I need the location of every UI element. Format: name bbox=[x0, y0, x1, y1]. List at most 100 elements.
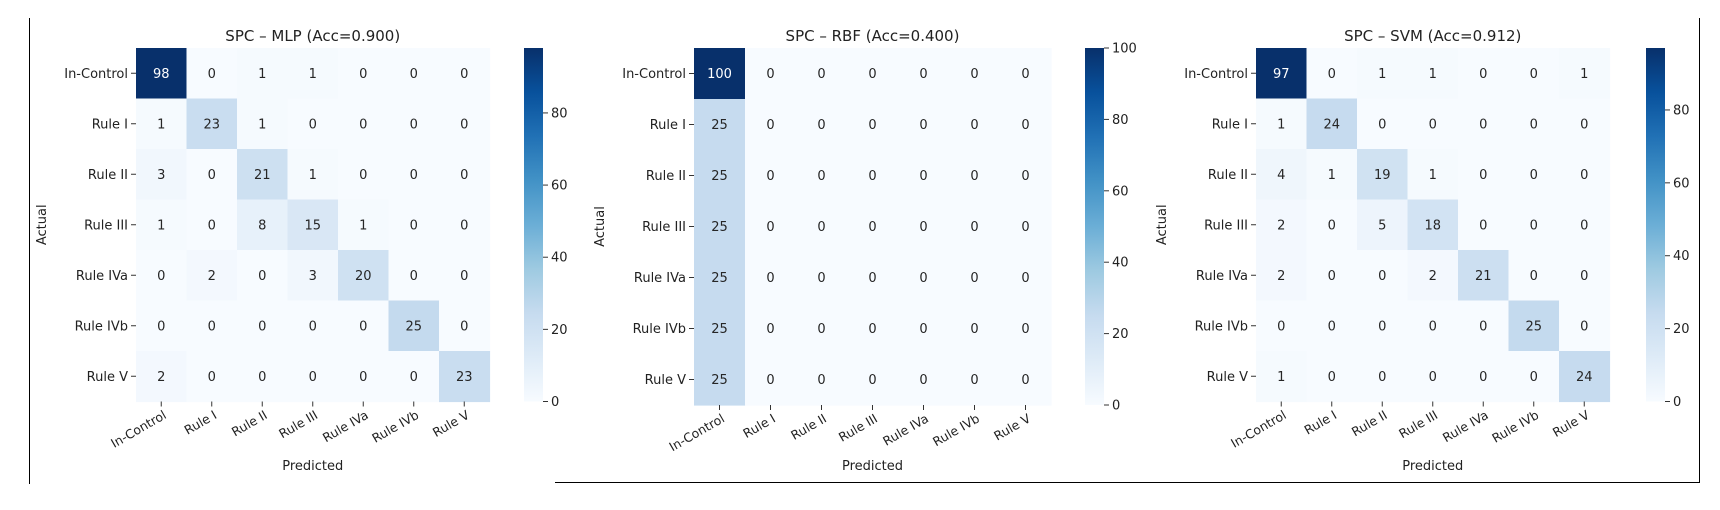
colorbar-tick-label: 80 bbox=[1673, 103, 1690, 118]
heatmap-cell bbox=[694, 303, 746, 355]
y-axis-label: Actual bbox=[35, 204, 50, 245]
heatmap-cell bbox=[898, 48, 950, 100]
heatmap-cell bbox=[898, 252, 950, 304]
cell-value-label: 19 bbox=[1374, 168, 1391, 183]
heatmap-cell bbox=[847, 252, 899, 304]
cell-value-label: 25 bbox=[711, 169, 728, 184]
cell-value-label: 0 bbox=[817, 220, 825, 235]
colorbar bbox=[1085, 48, 1104, 405]
x-tick-label: In-Control bbox=[1228, 407, 1289, 451]
heatmap-panel-2: SPC – RBF (Acc=0.400) 100 0 0 0 0 0 0 25 0 0 0 0 0 0 25… bbox=[593, 27, 1137, 474]
y-tick-label: In-Control bbox=[64, 67, 128, 82]
cell-value-label: 1 bbox=[157, 218, 165, 233]
cell-value-label: 0 bbox=[868, 271, 876, 286]
y-tick-label: Rule II bbox=[1208, 168, 1248, 183]
heatmap-cell bbox=[1458, 351, 1510, 403]
cell-value-label: 25 bbox=[711, 373, 728, 388]
heatmap-cell bbox=[186, 98, 238, 150]
colorbar-tick-label: 60 bbox=[1112, 184, 1129, 199]
cell-value-label: 25 bbox=[711, 322, 728, 337]
heatmap-cell bbox=[1559, 250, 1611, 302]
heatmap-cell bbox=[1000, 303, 1052, 355]
cell-value-label: 0 bbox=[919, 67, 927, 82]
cell-value-label: 0 bbox=[359, 370, 367, 385]
heatmap-cell bbox=[796, 48, 848, 100]
colorbar bbox=[1646, 48, 1665, 402]
cell-value-label: 25 bbox=[711, 220, 728, 235]
heatmap-cell bbox=[237, 98, 289, 150]
cell-value-label: 15 bbox=[304, 218, 321, 233]
chart-title: SPC – MLP (Acc=0.900) bbox=[225, 27, 400, 45]
heatmap-cell bbox=[796, 99, 848, 151]
cell-value-label: 0 bbox=[1580, 269, 1588, 284]
cell-value-label: 0 bbox=[766, 169, 774, 184]
colorbar-tick-label: 100 bbox=[1112, 42, 1137, 57]
cell-value-label: 24 bbox=[1323, 117, 1340, 132]
x-tick-label: Rule V bbox=[1550, 407, 1592, 440]
cell-value-label: 25 bbox=[711, 271, 728, 286]
cell-value-label: 0 bbox=[817, 322, 825, 337]
cell-value-label: 0 bbox=[1378, 117, 1386, 132]
cell-value-label: 1 bbox=[1328, 168, 1336, 183]
heatmap-cell bbox=[745, 150, 797, 202]
colorbar-tick-label: 0 bbox=[1112, 399, 1120, 414]
heatmap-cell bbox=[694, 48, 746, 100]
cell-value-label: 0 bbox=[766, 67, 774, 82]
heatmap-cell bbox=[1256, 98, 1308, 150]
heatmap-cell bbox=[1407, 149, 1459, 201]
heatmap-cell bbox=[1256, 300, 1308, 352]
cell-value-label: 18 bbox=[1424, 218, 1441, 233]
cell-value-label: 0 bbox=[1021, 67, 1029, 82]
heatmap-cell bbox=[287, 199, 339, 251]
heatmap-cell bbox=[745, 48, 797, 100]
cell-value-label: 0 bbox=[1021, 118, 1029, 133]
cell-value-label: 0 bbox=[970, 67, 978, 82]
heatmap-cell bbox=[1508, 250, 1560, 302]
cell-value-label: 97 bbox=[1273, 67, 1290, 82]
cell-value-label: 0 bbox=[919, 373, 927, 388]
heatmap-cell bbox=[237, 250, 289, 302]
heatmap-cell bbox=[287, 351, 339, 403]
heatmap-cell bbox=[1256, 199, 1308, 251]
heatmap-cell bbox=[237, 300, 289, 352]
heatmap-cell bbox=[949, 303, 1001, 355]
heatmap-cell bbox=[388, 300, 440, 352]
chart-title: SPC – RBF (Acc=0.400) bbox=[786, 27, 960, 45]
heatmap-panel-1: SPC – MLP (Acc=0.900)98 0 1 1 0 0 01 23 1 0 0 0 03 0 2… bbox=[35, 27, 568, 474]
cell-value-label: 3 bbox=[157, 168, 165, 183]
cell-value-label: 8 bbox=[258, 218, 266, 233]
heatmap-cell bbox=[1000, 201, 1052, 253]
heatmap-cell bbox=[745, 354, 797, 406]
cell-value-label: 0 bbox=[1479, 168, 1487, 183]
y-tick-label: Rule I bbox=[650, 118, 686, 133]
heatmap-cell bbox=[1458, 98, 1510, 150]
heatmap-cell bbox=[1306, 300, 1358, 352]
heatmap-cell bbox=[186, 300, 238, 352]
cell-value-label: 0 bbox=[766, 220, 774, 235]
cell-value-label: 0 bbox=[868, 373, 876, 388]
cell-value-label: 0 bbox=[410, 168, 418, 183]
heatmap-cell bbox=[745, 99, 797, 151]
x-tick-label: Rule IVa bbox=[1440, 407, 1491, 445]
cell-value-label: 2 bbox=[208, 269, 216, 284]
heatmap-cell bbox=[1508, 351, 1560, 403]
cell-value-label: 23 bbox=[456, 370, 473, 385]
heatmap-cell bbox=[745, 201, 797, 253]
heatmap-cell bbox=[1306, 351, 1358, 403]
heatmap-cell bbox=[949, 354, 1001, 406]
heatmap-cell bbox=[847, 303, 899, 355]
colorbar-tick-label: 80 bbox=[551, 106, 568, 121]
heatmap-cell bbox=[1357, 98, 1409, 150]
colorbar-tick-label: 20 bbox=[551, 323, 568, 338]
cell-value-label: 0 bbox=[460, 269, 468, 284]
cell-value-label: 0 bbox=[970, 118, 978, 133]
x-tick-label: Rule II bbox=[788, 411, 829, 443]
x-tick-label: Rule II bbox=[1349, 407, 1390, 439]
heatmap-cell bbox=[1407, 300, 1459, 352]
y-tick-label: Rule V bbox=[87, 370, 128, 385]
heatmap-cell bbox=[287, 250, 339, 302]
heatmap-cell bbox=[388, 149, 440, 201]
cell-value-label: 0 bbox=[1429, 370, 1437, 385]
heatmap-cell bbox=[186, 250, 238, 302]
x-tick-label: Rule IVb bbox=[930, 411, 982, 450]
